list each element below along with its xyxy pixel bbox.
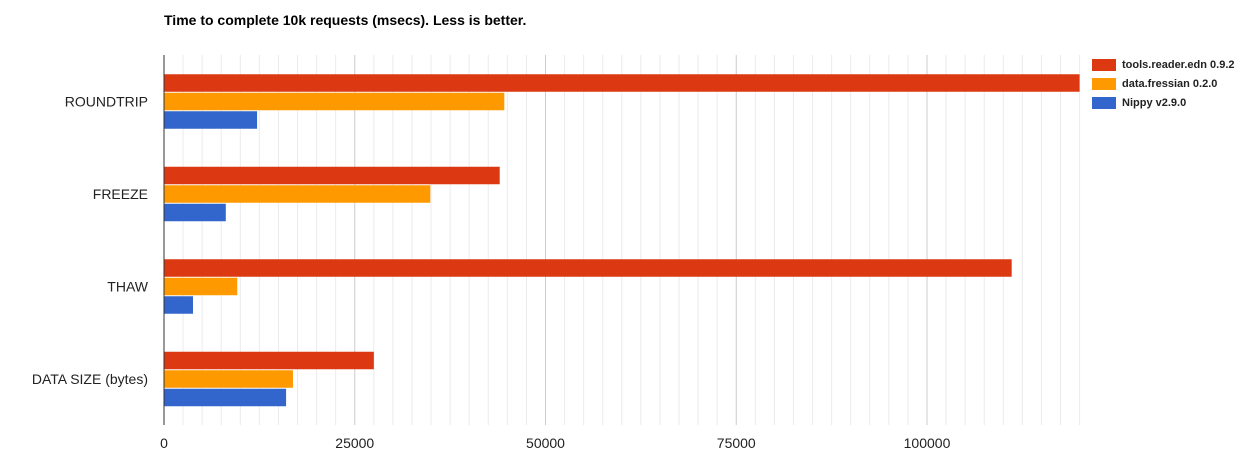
category-label: THAW (107, 278, 148, 294)
bar (164, 203, 226, 222)
category-label: FREEZE (93, 186, 148, 202)
legend-item[interactable]: data.fressian 0.2.0 (1092, 74, 1235, 93)
category-label: DATA SIZE (bytes) (32, 371, 148, 387)
x-tick-label: 100000 (904, 435, 951, 451)
bar (164, 111, 258, 129)
legend-swatch (1092, 77, 1116, 90)
bar (164, 388, 287, 407)
x-tick-label: 75000 (717, 435, 756, 451)
legend-item[interactable]: tools.reader.edn 0.9.2 (1092, 55, 1235, 74)
legend-swatch (1092, 58, 1116, 71)
legend: tools.reader.edn 0.9.2 data.fressian 0.2… (1092, 55, 1235, 112)
legend-label: tools.reader.edn 0.9.2 (1122, 58, 1235, 71)
x-tick-label: 25000 (335, 435, 374, 451)
bar (164, 277, 238, 296)
x-tick-label: 0 (160, 435, 168, 451)
chart-title: Time to complete 10k requests (msecs). L… (164, 12, 527, 28)
category-label: ROUNDTRIP (65, 93, 148, 109)
bar (164, 370, 293, 388)
bar (164, 259, 1012, 277)
bar (164, 74, 1080, 92)
bar (164, 166, 500, 185)
legend-label: Nippy v2.9.0 (1122, 96, 1187, 109)
x-tick-label: 50000 (526, 435, 565, 451)
bar (164, 185, 431, 203)
legend-label: data.fressian 0.2.0 (1122, 77, 1218, 90)
bar (164, 92, 505, 111)
legend-item[interactable]: Nippy v2.9.0 (1092, 93, 1235, 112)
bar (164, 351, 374, 370)
legend-swatch (1092, 96, 1116, 109)
bar (164, 296, 193, 314)
